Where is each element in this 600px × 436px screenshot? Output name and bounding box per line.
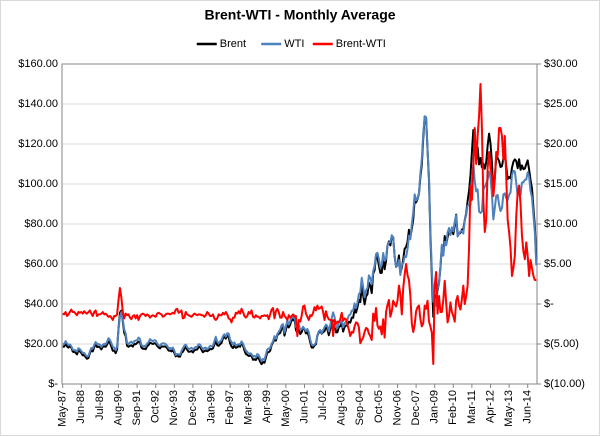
x-tick-label: May-00 [280,390,292,427]
line-series [62,83,537,365]
line-series [62,115,538,363]
y-tick-label: $140.00 [18,98,58,110]
plot-area [61,63,538,385]
x-tick-label: Sep-91 [131,390,143,425]
legend-label: Brent [220,38,246,50]
y-tick-label: $80.00 [24,218,58,230]
x-tick-label: Jun-01 [298,390,310,424]
y2-tick-label: $10.00 [544,218,578,230]
y2-tick-label: $25.00 [544,98,578,110]
y-tick-label: $- [48,378,58,390]
x-tick-label: May-87 [57,390,69,427]
x-tick-label: Jun-14 [522,390,534,424]
x-tick-label: Aug-90 [112,390,124,425]
x-tick-label: Feb-10 [447,390,459,425]
y-tick-label: $40.00 [24,298,58,310]
x-tick-label: Mar-98 [243,390,255,425]
x-tick-label: Nov-93 [168,390,180,425]
x-tick-label: Feb-97 [224,390,236,425]
x-tick-label: Oct-05 [373,390,385,423]
y-tick-label: $100.00 [18,178,58,190]
x-tick-label: Apr-99 [261,390,273,423]
x-tick-label: Jan-09 [429,390,441,424]
y2-tick-label: $20.00 [544,138,578,150]
x-tick-label: May-13 [503,390,515,427]
x-tick-label: Oct-92 [150,390,162,423]
y2-tick-label: $15.00 [544,178,578,190]
y2-tick-label: $30.00 [544,58,578,70]
y2-tick-label: $(10.00) [544,378,585,390]
x-tick-label: Jul-02 [317,390,329,420]
x-tick-label: Apr-12 [484,390,496,423]
x-tick-label: Jan-96 [205,390,217,424]
x-tick-label: Aug-03 [336,390,348,425]
y-tick-label: $120.00 [18,138,58,150]
chart-title: Brent-WTI - Monthly Average [204,7,395,23]
y2-tick-label: $- [544,298,554,310]
x-tick-label: Dec-07 [410,390,422,425]
x-tick-label: Jul-89 [94,390,106,420]
x-tick-label: Mar-11 [466,390,478,424]
x-tick-label: Jun-88 [75,390,87,424]
y2-tick-label: $(5.00) [544,338,579,350]
x-tick-label: Dec-94 [187,390,199,425]
y-tick-label: $20.00 [24,338,58,350]
y-tick-label: $160.00 [18,58,58,70]
x-tick-label: Sep-04 [354,390,366,425]
y-tick-label: $60.00 [24,258,58,270]
x-tick-label: Nov-06 [391,390,403,425]
legend-label: Brent-WTI [336,38,386,50]
y2-tick-label: $5.00 [544,258,572,270]
legend-label: WTI [284,38,304,50]
